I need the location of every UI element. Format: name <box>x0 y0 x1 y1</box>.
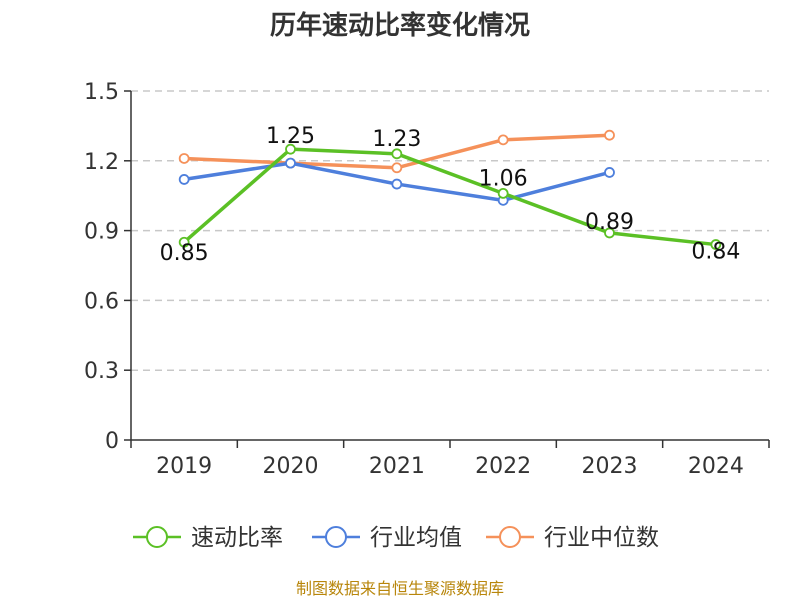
legend-item: 行业均值 <box>312 525 462 551</box>
chart-title: 历年速动比率变化情况 <box>270 10 530 41</box>
data-point <box>285 157 296 169</box>
data-label: 1.23 <box>372 127 421 152</box>
y-tick-label: 0.6 <box>84 289 119 314</box>
x-tick-label: 2019 <box>156 454 212 479</box>
y-tick-label: 1.2 <box>84 150 119 175</box>
legend-item: 行业中位数 <box>486 525 659 551</box>
legend-item: 速动比率 <box>133 525 283 551</box>
legend-swatch-marker <box>146 526 168 548</box>
x-tick-label: 2020 <box>263 454 319 479</box>
data-label: 0.89 <box>585 210 634 235</box>
legend-swatch-marker <box>325 526 347 548</box>
x-tick-label: 2021 <box>369 454 425 479</box>
legend-swatch-marker <box>499 526 521 548</box>
data-point <box>604 167 615 178</box>
x-tick-label: 2023 <box>582 454 638 479</box>
data-point <box>710 239 722 250</box>
data-label: 0.84 <box>691 240 740 265</box>
series-1 <box>178 143 722 250</box>
legend-label: 行业中位数 <box>544 525 659 551</box>
data-point <box>178 153 190 164</box>
series-line <box>182 147 718 247</box>
data-label: 1.25 <box>266 124 315 149</box>
data-point <box>178 236 190 248</box>
data-point <box>497 134 509 146</box>
data-point <box>285 143 296 155</box>
data-label: 0.85 <box>160 241 209 266</box>
y-tick-label: 0 <box>105 429 119 454</box>
y-tick-label: 1.5 <box>84 80 119 105</box>
y-tick-label: 0.9 <box>84 220 119 245</box>
data-labels: 0.85 1.25 1.23 1.06 0.89 0.84 <box>160 124 741 266</box>
legend-label: 速动比率 <box>191 525 283 551</box>
axes: 0 0.3 0.6 0.9 1.2 1.5 2019 2020 2021 2022 2023 2024 <box>84 80 770 479</box>
source-note: 制图数据来自恒生聚源数据库 <box>296 579 504 598</box>
data-point <box>391 162 403 174</box>
data-label: 1.06 <box>479 166 528 191</box>
data-point <box>497 187 509 199</box>
data-point <box>391 178 403 190</box>
x-tick-label: 2024 <box>688 454 744 479</box>
data-point <box>391 148 403 160</box>
data-point <box>178 174 190 185</box>
data-point <box>604 227 615 239</box>
x-tick-label: 2022 <box>475 454 531 479</box>
y-tick-label: 0.3 <box>84 359 119 384</box>
legend: 速动比率 行业均值 行业中位数 <box>133 525 659 551</box>
legend-label: 行业均值 <box>370 525 462 551</box>
series-layer <box>178 129 722 250</box>
data-point <box>604 129 615 141</box>
gridlines <box>131 90 769 371</box>
